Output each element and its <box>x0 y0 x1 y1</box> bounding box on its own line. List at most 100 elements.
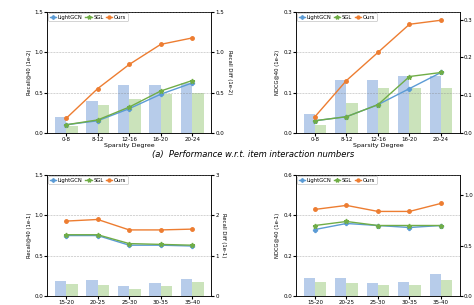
Ours <box>95 218 100 221</box>
Ours <box>375 210 381 213</box>
Bar <box>335 278 346 296</box>
Line: LightGCN: LightGCN <box>64 234 194 248</box>
X-axis label: Sparsity Degree: Sparsity Degree <box>104 143 155 148</box>
LightGCN <box>407 226 412 229</box>
Bar <box>398 76 410 133</box>
Ours <box>375 51 381 54</box>
Bar <box>192 282 204 296</box>
SGL <box>438 71 444 74</box>
Ours <box>344 203 349 207</box>
Y-axis label: Recall@40 (1e-1): Recall@40 (1e-1) <box>27 213 32 258</box>
Bar <box>149 283 161 296</box>
Bar <box>346 103 358 133</box>
Bar <box>335 80 346 133</box>
Bar <box>66 284 78 296</box>
Bar <box>303 114 315 133</box>
LightGCN <box>64 234 69 237</box>
Bar <box>303 278 315 296</box>
Text: (a)  Performance w.r.t. item interaction numbers: (a) Performance w.r.t. item interaction … <box>153 149 355 159</box>
Bar <box>378 88 389 133</box>
Bar <box>98 285 109 296</box>
Ours <box>158 228 164 232</box>
SGL <box>64 233 69 237</box>
Bar <box>398 282 410 296</box>
Bar <box>161 286 172 296</box>
LightGCN <box>95 119 100 123</box>
Line: SGL: SGL <box>312 219 443 228</box>
LightGCN <box>158 92 164 96</box>
Line: Ours: Ours <box>313 19 443 118</box>
Ours <box>95 87 100 90</box>
Bar <box>410 285 421 296</box>
Ours <box>407 23 412 26</box>
Ours <box>190 36 195 40</box>
Bar <box>181 278 192 296</box>
Ours <box>438 18 444 22</box>
LightGCN <box>344 222 349 225</box>
Bar <box>129 289 141 296</box>
X-axis label: Sparsity Degree: Sparsity Degree <box>353 143 403 148</box>
Bar <box>66 126 78 133</box>
Line: SGL: SGL <box>312 70 443 123</box>
SGL <box>438 224 444 227</box>
Bar <box>366 80 378 133</box>
SGL <box>64 123 69 127</box>
Bar <box>149 84 161 133</box>
SGL <box>375 103 381 106</box>
LightGCN <box>64 123 69 127</box>
Legend: LightGCN, SGL, Ours: LightGCN, SGL, Ours <box>297 176 377 185</box>
Line: Ours: Ours <box>64 36 194 120</box>
SGL <box>407 75 412 78</box>
Legend: LightGCN, SGL, Ours: LightGCN, SGL, Ours <box>48 13 128 21</box>
LightGCN <box>127 243 132 247</box>
Bar <box>366 283 378 296</box>
LightGCN <box>438 224 444 227</box>
SGL <box>158 242 164 246</box>
LightGCN <box>375 224 381 227</box>
Y-axis label: Recall Diff (1e-1): Recall Diff (1e-1) <box>221 214 227 258</box>
Bar <box>192 93 204 133</box>
Y-axis label: Recall Diff (1e-2): Recall Diff (1e-2) <box>227 50 232 95</box>
Ours <box>312 208 318 211</box>
SGL <box>127 242 132 246</box>
LightGCN <box>190 244 195 248</box>
Ours <box>407 210 412 213</box>
Bar <box>86 101 98 133</box>
Bar <box>118 286 129 296</box>
SGL <box>127 105 132 109</box>
Line: SGL: SGL <box>64 232 195 248</box>
Bar <box>410 88 421 133</box>
LightGCN <box>190 81 195 85</box>
Bar <box>55 281 66 296</box>
Ours <box>190 227 195 231</box>
Y-axis label: NDCG@40 (1e-1): NDCG@40 (1e-1) <box>275 213 281 258</box>
Bar <box>441 88 452 133</box>
Ours <box>127 63 132 66</box>
LightGCN <box>95 234 100 237</box>
SGL <box>312 119 318 123</box>
LightGCN <box>344 115 349 119</box>
SGL <box>95 118 100 122</box>
Y-axis label: NDCG@40 (1e-2): NDCG@40 (1e-2) <box>275 50 281 95</box>
Bar <box>315 125 326 133</box>
Ours <box>64 117 69 120</box>
Bar <box>429 274 441 296</box>
Line: Ours: Ours <box>64 218 194 232</box>
Line: SGL: SGL <box>64 78 195 127</box>
Line: LightGCN: LightGCN <box>313 70 443 123</box>
Bar <box>315 282 326 296</box>
Bar <box>429 76 441 133</box>
SGL <box>158 89 164 93</box>
Y-axis label: Recall@40 (1e-2): Recall@40 (1e-2) <box>27 50 32 95</box>
LightGCN <box>158 243 164 247</box>
Legend: LightGCN, SGL, Ours: LightGCN, SGL, Ours <box>48 176 128 185</box>
SGL <box>375 224 381 227</box>
Bar <box>86 280 98 296</box>
SGL <box>312 224 318 227</box>
Bar <box>378 285 389 296</box>
Ours <box>438 202 444 205</box>
Legend: LightGCN, SGL, Ours: LightGCN, SGL, Ours <box>297 13 377 21</box>
LightGCN <box>127 107 132 110</box>
SGL <box>190 79 195 82</box>
SGL <box>190 243 195 247</box>
